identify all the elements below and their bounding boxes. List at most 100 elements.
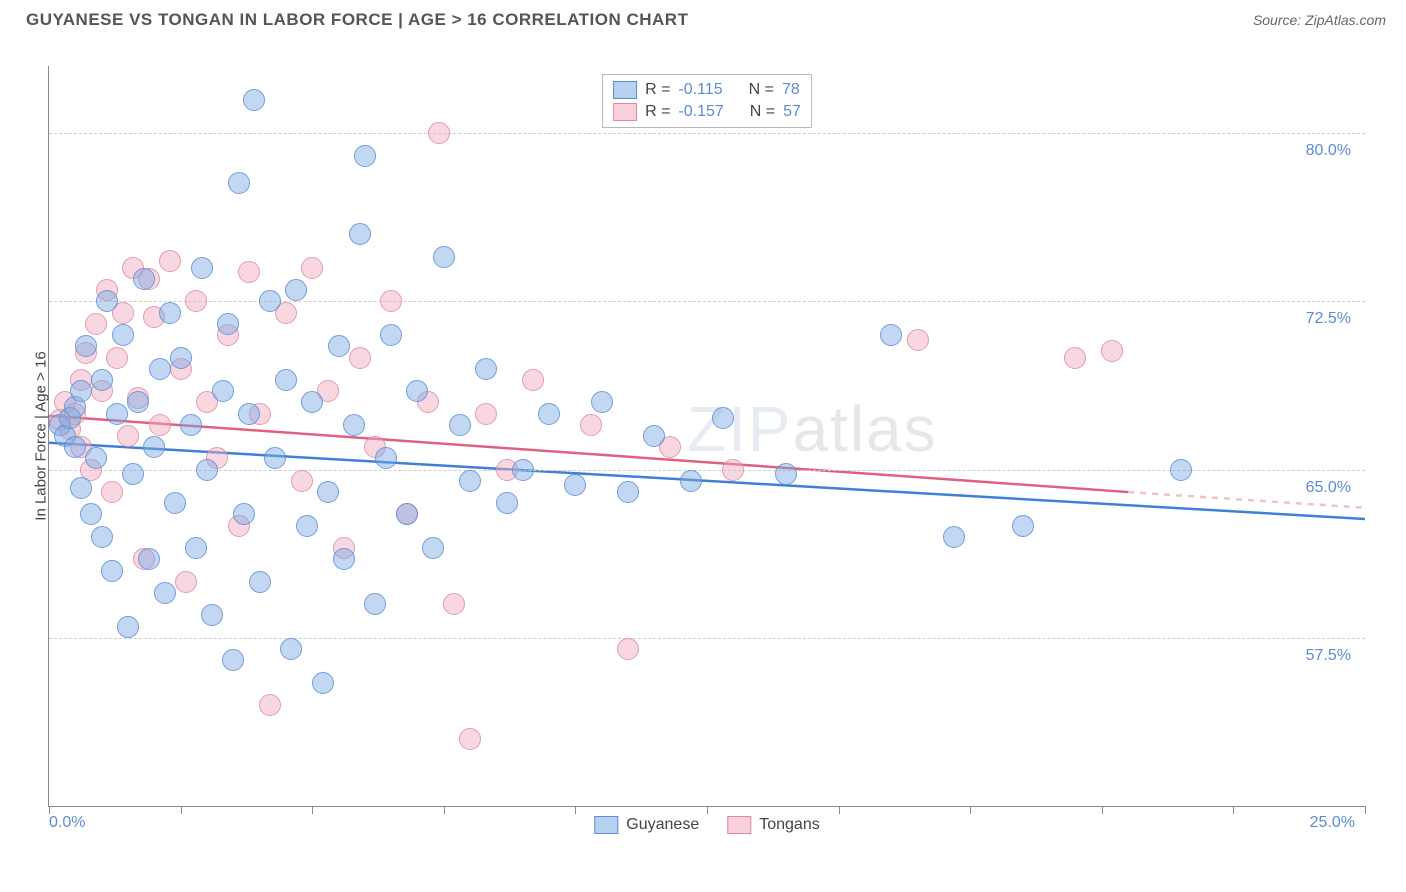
data-point [201, 604, 223, 626]
data-point [349, 347, 371, 369]
data-point [280, 638, 302, 660]
legend-item-guyanese: Guyanese [594, 816, 699, 834]
r-label: R = [645, 103, 670, 121]
data-point [159, 302, 181, 324]
data-point [259, 694, 281, 716]
data-point [333, 548, 355, 570]
data-point [364, 593, 386, 615]
y-tick-label: 65.0% [1306, 479, 1351, 497]
data-point [643, 425, 665, 447]
data-point [496, 492, 518, 514]
data-point [428, 122, 450, 144]
data-point [296, 515, 318, 537]
data-point [222, 649, 244, 671]
data-point [591, 391, 613, 413]
data-point [196, 459, 218, 481]
data-point [943, 526, 965, 548]
data-point [328, 335, 350, 357]
data-point [301, 391, 323, 413]
data-point [354, 145, 376, 167]
data-point [617, 638, 639, 660]
data-point [185, 537, 207, 559]
y-tick-label: 57.5% [1306, 647, 1351, 665]
data-point [91, 369, 113, 391]
series-legend: Guyanese Tongans [594, 816, 819, 834]
data-point [349, 223, 371, 245]
data-point [538, 403, 560, 425]
data-point [1012, 515, 1034, 537]
data-point [380, 324, 402, 346]
data-point [722, 459, 744, 481]
data-point [101, 481, 123, 503]
data-point [443, 593, 465, 615]
data-point [580, 414, 602, 436]
x-tick [181, 806, 182, 814]
grid-line [49, 638, 1365, 639]
x-tick [839, 806, 840, 814]
r-value-guyanese: -0.115 [678, 81, 722, 99]
data-point [180, 414, 202, 436]
data-point [459, 728, 481, 750]
data-point [907, 329, 929, 351]
swatch-guyanese-icon [594, 816, 618, 834]
data-point [75, 335, 97, 357]
grid-line [49, 133, 1365, 134]
chart-title: GUYANESE VS TONGAN IN LABOR FORCE | AGE … [26, 10, 688, 30]
n-label: N = [750, 103, 775, 121]
data-point [170, 347, 192, 369]
data-point [112, 324, 134, 346]
data-point [317, 481, 339, 503]
r-value-tongans: -0.157 [678, 103, 723, 121]
data-point [343, 414, 365, 436]
data-point [127, 391, 149, 413]
data-point [149, 358, 171, 380]
legend-label-guyanese: Guyanese [626, 816, 699, 834]
data-point [175, 571, 197, 593]
grid-line [49, 301, 1365, 302]
data-point [522, 369, 544, 391]
n-label: N = [749, 81, 774, 99]
data-point [449, 414, 471, 436]
data-point [375, 447, 397, 469]
data-point [138, 548, 160, 570]
data-point [243, 89, 265, 111]
x-tick [1233, 806, 1234, 814]
data-point [154, 582, 176, 604]
data-point [96, 290, 118, 312]
data-point [85, 447, 107, 469]
data-point [406, 380, 428, 402]
swatch-tongans-icon [613, 103, 637, 121]
data-point [70, 380, 92, 402]
data-point [149, 414, 171, 436]
data-point [291, 470, 313, 492]
data-point [106, 347, 128, 369]
data-point [212, 380, 234, 402]
data-point [80, 503, 102, 525]
x-tick [312, 806, 313, 814]
data-point [512, 459, 534, 481]
data-point [117, 425, 139, 447]
n-value-guyanese: 78 [782, 81, 800, 99]
watermark-part1: ZIP [687, 393, 793, 465]
watermark-part2: atlas [792, 393, 937, 465]
stats-row-tongans: R = -0.157 N = 57 [613, 101, 801, 123]
data-point [301, 257, 323, 279]
y-tick-label: 72.5% [1306, 310, 1351, 328]
data-point [70, 477, 92, 499]
data-point [285, 279, 307, 301]
data-point [312, 672, 334, 694]
source-label: Source: ZipAtlas.com [1253, 12, 1386, 28]
data-point [1064, 347, 1086, 369]
data-point [164, 492, 186, 514]
grid-line [49, 470, 1365, 471]
data-point [238, 261, 260, 283]
n-value-tongans: 57 [783, 103, 801, 121]
data-point [680, 470, 702, 492]
data-point [133, 268, 155, 290]
x-max-label: 25.0% [1310, 814, 1355, 832]
swatch-guyanese-icon [613, 81, 637, 99]
x-tick [575, 806, 576, 814]
legend-item-tongans: Tongans [727, 816, 820, 834]
stats-row-guyanese: R = -0.115 N = 78 [613, 79, 801, 101]
data-point [233, 503, 255, 525]
